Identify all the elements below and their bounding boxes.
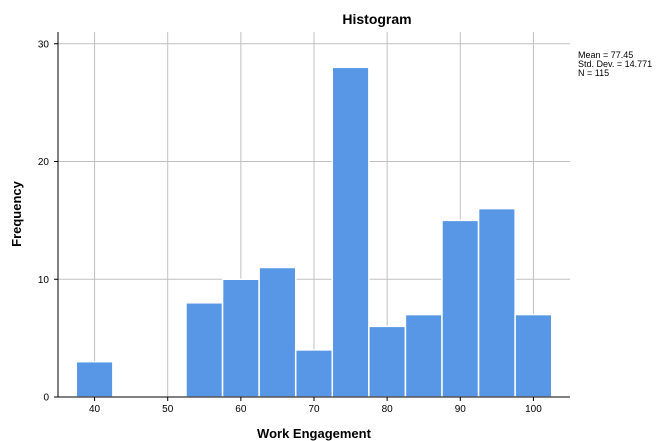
bar-77.5-82.5 [368,325,407,398]
bar-37.5-42.5 [75,360,114,398]
bar-57.5-62.5 [221,278,260,398]
y-tick-label-0: 0 [43,393,49,404]
bar-87.5-92.5 [441,219,480,398]
stats-n: N = 115 [578,68,609,78]
y-tick-label-10: 10 [38,275,50,286]
y-axis-label: Frequency [9,180,24,247]
x-tick-label-90: 90 [455,404,467,415]
bar-97.5-102.5 [514,313,553,398]
x-tick-label-70: 70 [308,404,320,415]
chart-title: Histogram [342,11,411,27]
stats-std-dev: Std. Dev. = 14.771 [578,59,652,69]
x-tick-label-60: 60 [235,404,247,415]
bar-72.5-77.5 [331,66,370,398]
bar-52.5-57.5 [185,302,224,398]
y-tick-label-20: 20 [38,157,50,168]
x-tick-label-80: 80 [382,404,394,415]
axes [54,32,570,401]
bar-67.5-72.5 [294,349,334,398]
x-tick-label-100: 100 [525,404,542,415]
tick-labels: 40 50 60 70 80 90 100 0 10 20 30 [38,39,542,415]
bar-82.5-87.5 [404,313,443,398]
stats-box: Mean = 77.45 Std. Dev. = 14.771 N = 115 [578,50,652,78]
x-tick-label-50: 50 [162,404,174,415]
stats-mean: Mean = 77.45 [578,50,633,60]
x-tick-label-40: 40 [89,404,101,415]
y-tick-label-30: 30 [38,39,50,50]
x-axis-label: Work Engagement [257,426,372,441]
bar-92.5-97.5 [477,207,516,398]
histogram-bars [75,66,553,398]
bar-62.5-67.5 [258,266,297,398]
